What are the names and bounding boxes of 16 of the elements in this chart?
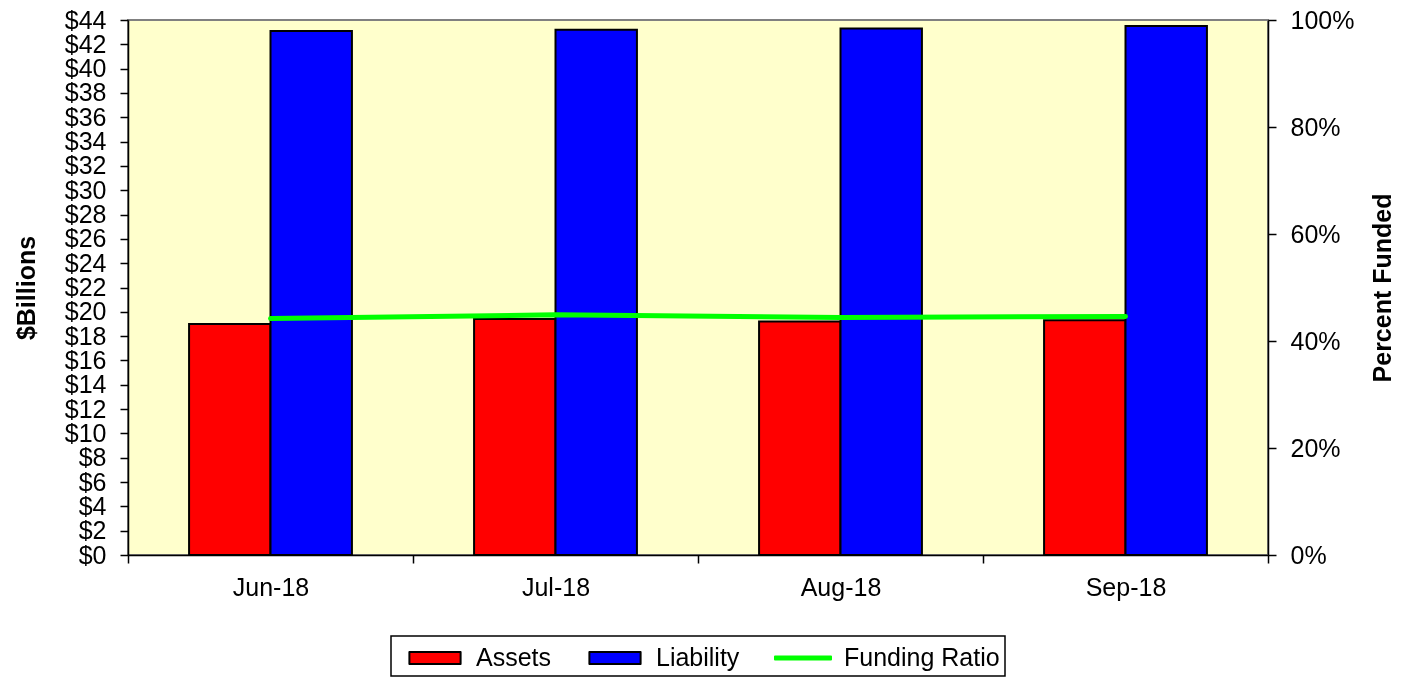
y2-axis-title: Percent Funded xyxy=(1368,193,1397,383)
y2-tick-label: 40% xyxy=(1290,326,1341,355)
x-tick-label: Jul-18 xyxy=(521,572,591,601)
x-tick-label: Sep-18 xyxy=(1085,572,1167,601)
y2-tick-label: 100% xyxy=(1290,5,1355,34)
y2-tick-label: 20% xyxy=(1290,433,1341,462)
legend-label: Funding Ratio xyxy=(844,643,1000,671)
x-tick-label: Jun-18 xyxy=(232,572,310,601)
legend-label: Assets xyxy=(476,643,552,671)
y-tick-label: $44 xyxy=(64,5,107,34)
legend-label: Liability xyxy=(656,643,740,671)
y2-tick-label: 0% xyxy=(1290,540,1327,569)
y2-tick-label: 80% xyxy=(1290,112,1341,141)
x-tick-label: Aug-18 xyxy=(800,572,882,601)
y2-tick-label: 60% xyxy=(1290,219,1341,248)
y-axis-title: $Billions xyxy=(11,235,40,341)
